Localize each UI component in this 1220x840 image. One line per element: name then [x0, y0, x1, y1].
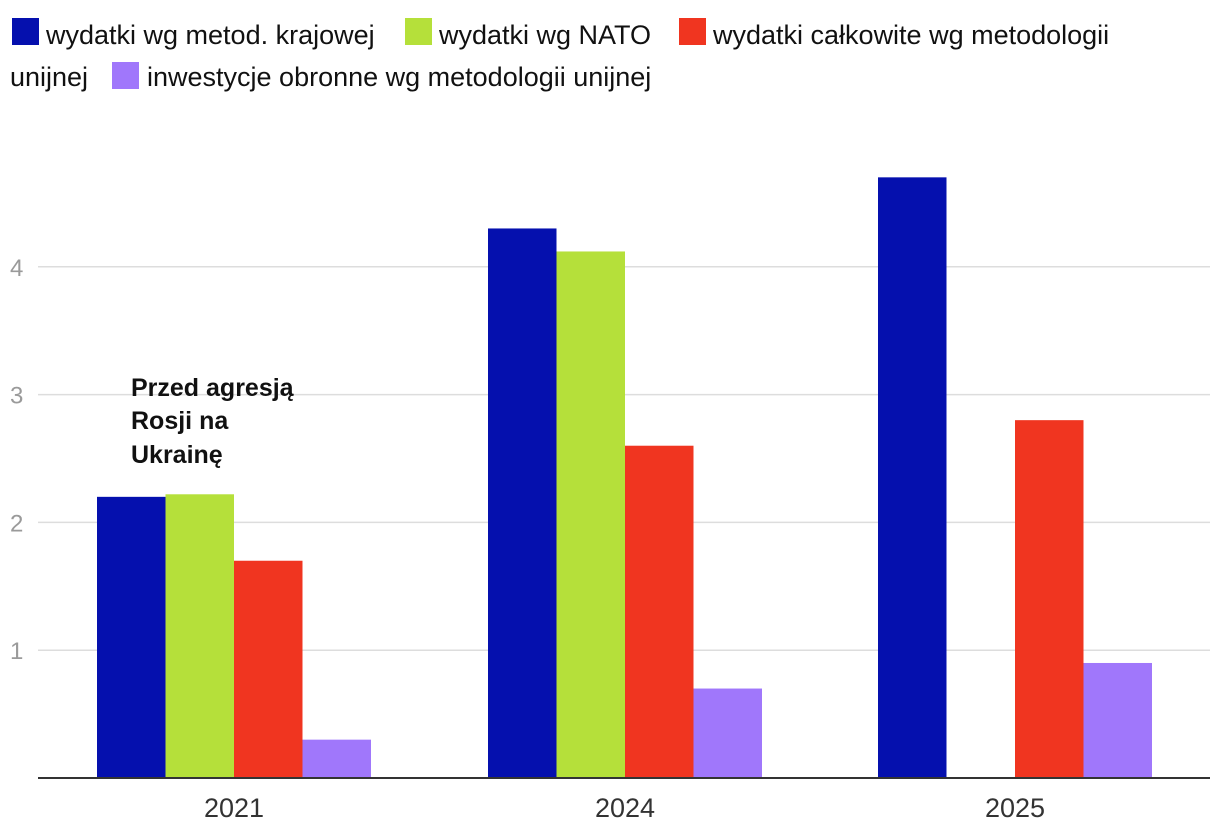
- legend-swatch-nato: [405, 18, 432, 45]
- legend-label-nato: wydatki wg NATO: [438, 20, 651, 50]
- y-tick-label-4: 4: [10, 255, 23, 282]
- bar-2021-series-1: [165, 494, 234, 778]
- bar-2024-series-0: [488, 228, 557, 778]
- legend-label-krajowa: wydatki wg metod. krajowej: [45, 20, 375, 50]
- x-tick-label-2025: 2025: [985, 793, 1045, 823]
- y-tick-label-2: 2: [10, 510, 23, 537]
- bar-2025-series-3: [1083, 662, 1152, 778]
- legend: wydatki wg metod. krajowej wydatki wg NA…: [10, 18, 1117, 92]
- bar-2024-series-1: [556, 251, 625, 779]
- x-tick-label-2021: 2021: [204, 793, 264, 823]
- legend-swatch-inwestycje: [112, 62, 139, 89]
- bar-2021-series-0: [97, 496, 166, 778]
- bar-2021-series-3: [302, 739, 371, 778]
- annotation-pre-aggression: Przed agresją Rosji na Ukrainę: [131, 374, 301, 469]
- bar-2024-series-2: [625, 445, 694, 778]
- legend-swatch-krajowa: [12, 18, 39, 45]
- bar-2025-series-2: [1015, 420, 1084, 778]
- x-tick-label-2024: 2024: [595, 793, 655, 823]
- legend-swatch-calkowite: [679, 18, 706, 45]
- legend-label-calkowite-line1: wydatki całkowite wg metodologii: [712, 20, 1109, 50]
- annotation-line-2: Rosji na: [131, 407, 229, 435]
- legend-label-calkowite: wydatki całkowite wg metodologii unijnej: [10, 20, 1117, 92]
- legend-label-inwestycje: inwestycje obronne wg metodologii unijne…: [147, 62, 651, 92]
- x-axis-ticks: 2021 2024 2025: [204, 793, 1045, 823]
- bar-2024-series-3: [693, 688, 762, 778]
- y-tick-label-1: 1: [10, 638, 23, 665]
- y-axis-ticks: 1 2 3 4: [10, 255, 23, 665]
- bar-2021-series-2: [234, 560, 303, 778]
- annotation-line-1: Przed agresją: [131, 374, 295, 402]
- bars: [97, 177, 1152, 779]
- annotation-line-3: Ukrainę: [131, 441, 223, 469]
- legend-label-calkowite-line2: unijnej: [10, 62, 88, 92]
- bar-2025-series-0: [878, 177, 947, 779]
- y-tick-label-3: 3: [10, 383, 23, 410]
